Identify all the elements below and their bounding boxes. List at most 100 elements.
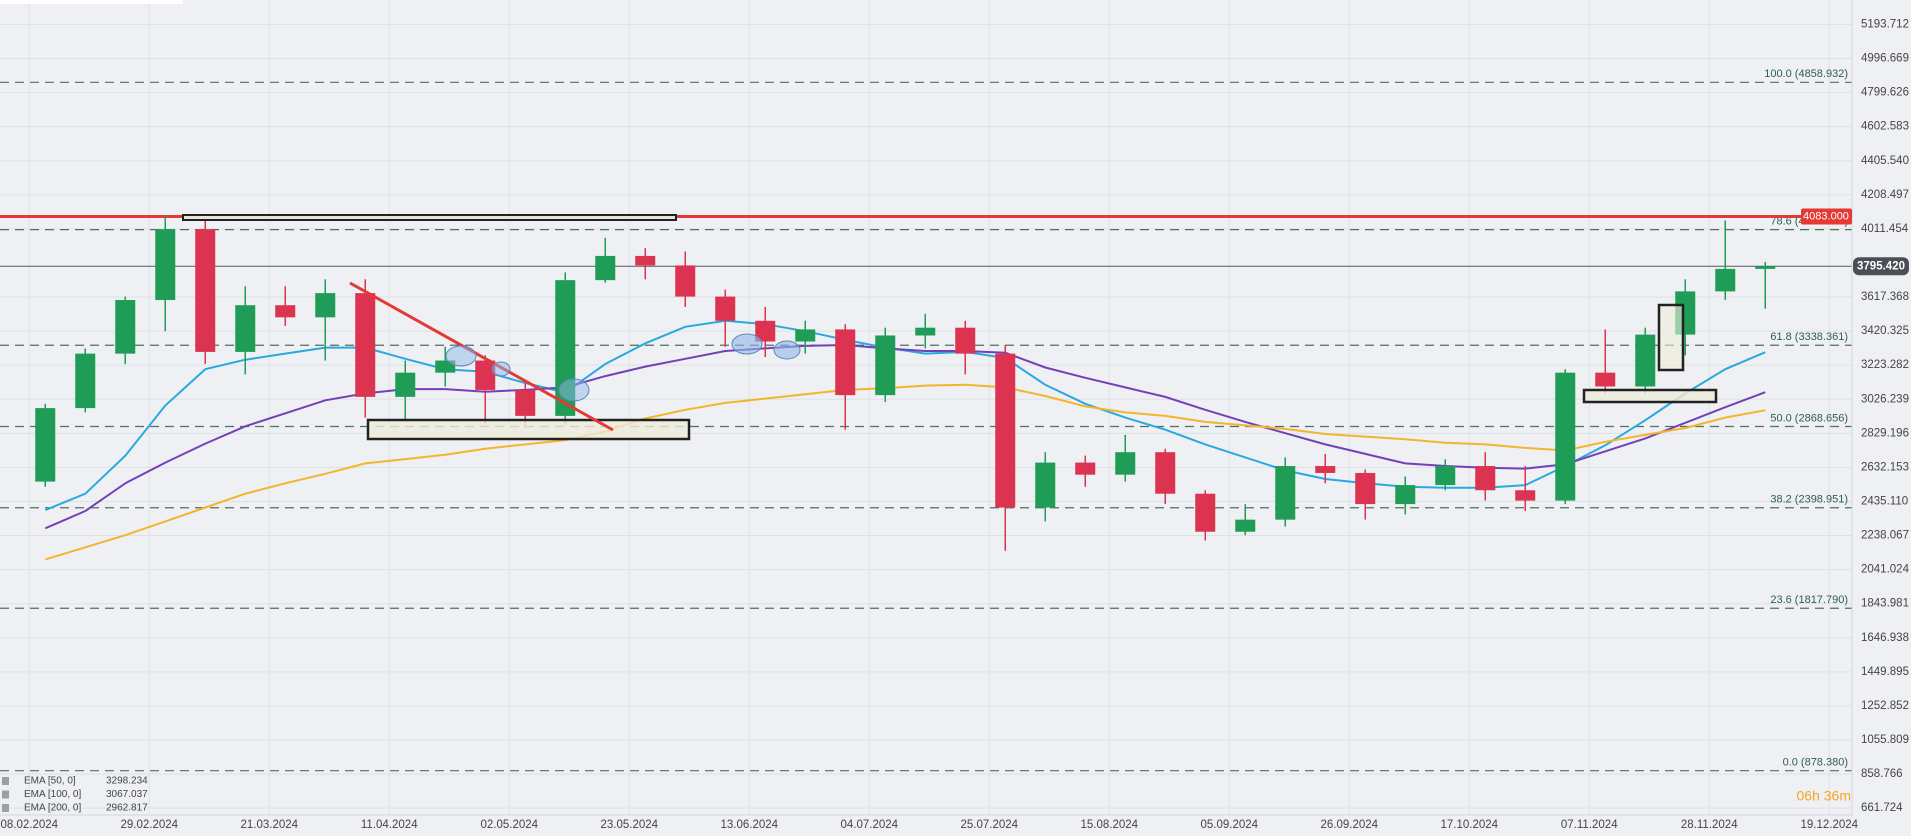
y-tick-label: 3223.282	[1861, 359, 1909, 371]
candle-body	[1635, 334, 1656, 387]
x-tick-label: 08.02.2024	[0, 819, 58, 831]
highlight	[491, 361, 511, 377]
y-tick-label: 3026.239	[1861, 393, 1909, 405]
candle-body	[715, 296, 736, 321]
candle-body	[1115, 452, 1136, 475]
y-tick-label: 2829.196	[1861, 427, 1909, 439]
trend-line	[349, 281, 614, 432]
candle-body	[35, 408, 56, 482]
legend-icon	[2, 790, 9, 799]
y-tick-label: 3617.368	[1861, 291, 1909, 303]
y-tick-label: 3420.325	[1861, 325, 1909, 337]
y-tick-label: 2238.067	[1861, 530, 1909, 542]
x-tick-label: 17.10.2024	[1440, 819, 1498, 831]
x-tick-label: 04.07.2024	[840, 819, 898, 831]
candle-body	[475, 360, 496, 390]
y-tick-label: 2435.110	[1861, 495, 1908, 507]
candle-body	[1235, 519, 1256, 532]
candle-body	[835, 329, 856, 396]
y-tick-label: 4996.669	[1861, 53, 1909, 65]
highlight	[558, 378, 590, 402]
y-tick-label: 1646.938	[1861, 632, 1909, 644]
legend-value: 3067.037	[106, 789, 148, 800]
candle-body	[1355, 472, 1376, 505]
x-tick-label: 02.05.2024	[480, 819, 538, 831]
fib-label: 38.2 (2398.951)	[1770, 494, 1848, 506]
x-tick-label: 23.05.2024	[600, 819, 658, 831]
x-tick-label: 13.06.2024	[720, 819, 778, 831]
x-tick-label: 15.08.2024	[1080, 819, 1138, 831]
y-tick-label: 4011.454	[1861, 223, 1909, 235]
candle-body	[1755, 266, 1776, 269]
candle-body	[1195, 493, 1216, 532]
fib-label: 23.6 (1817.790)	[1770, 594, 1848, 606]
candle-body	[1515, 490, 1536, 501]
legend-value: 2962.817	[106, 803, 148, 814]
candle-body	[435, 360, 456, 373]
x-tick-label: 19.12.2024	[1800, 819, 1858, 831]
candle-body	[595, 255, 616, 281]
legend-value: 3298.234	[106, 776, 148, 787]
candle-body	[1075, 462, 1096, 475]
fib-label: 0.0 (878.380)	[1783, 757, 1848, 769]
candle-body	[755, 320, 776, 342]
candle-body	[795, 329, 816, 342]
y-tick-label: 4405.540	[1861, 155, 1909, 167]
x-tick-label: 21.03.2024	[240, 819, 298, 831]
candle-body	[235, 305, 256, 352]
x-tick-label: 11.04.2024	[361, 819, 418, 831]
candle-body	[155, 229, 176, 301]
y-tick-label: 1843.981	[1861, 598, 1909, 610]
fib-label: 100.0 (4858.932)	[1764, 68, 1848, 80]
candle-body	[1275, 466, 1296, 520]
last-price-tag	[1853, 257, 1909, 276]
fib-label: 50.0 (2868.656)	[1770, 412, 1848, 424]
candle-body	[635, 255, 656, 266]
y-tick-label: 2632.153	[1861, 461, 1909, 473]
candle-body	[1435, 466, 1456, 486]
candle-body	[1555, 372, 1576, 501]
y-tick-label: 661.724	[1861, 802, 1903, 814]
legend: EMA [50, 0] 3298.234 EMA [100, 0] 3067.037 E…	[2, 776, 148, 814]
x-tick-label: 26.09.2024	[1320, 819, 1378, 831]
candle-body	[1155, 452, 1176, 494]
candle-body	[115, 300, 136, 354]
grid	[0, 0, 1852, 815]
y-tick-label: 858.766	[1861, 768, 1903, 780]
x-tick-label: 28.11.2024	[1681, 819, 1738, 831]
candle-body	[1395, 485, 1416, 505]
x-tick-label: 05.09.2024	[1200, 819, 1258, 831]
y-tick-label: 4602.583	[1861, 121, 1909, 133]
legend-icon	[2, 804, 9, 812]
y-tick-label: 1055.809	[1861, 734, 1909, 746]
candle-body	[1315, 466, 1336, 473]
resistance-label: 4083.000	[1803, 210, 1849, 222]
candle-body	[875, 335, 896, 396]
last-price-label: 3795.420	[1857, 260, 1905, 272]
resistance-tag	[1801, 208, 1852, 225]
y-tick-label: 1449.895	[1861, 666, 1909, 678]
countdown: 06h 36m	[1797, 788, 1851, 804]
range-box	[1582, 388, 1718, 404]
range-box	[182, 214, 677, 221]
legend-name: EMA [100, 0]	[24, 789, 81, 800]
candle-body	[1595, 372, 1616, 387]
candle-body	[915, 327, 936, 336]
x-tick-label: 25.07.2024	[960, 819, 1018, 831]
candle-body	[955, 327, 976, 354]
candles	[35, 216, 1776, 551]
candle-body	[395, 372, 416, 397]
ema-line	[45, 383, 1766, 561]
y-tick-label: 4799.626	[1861, 87, 1909, 99]
toolbar-stub	[0, 0, 183, 4]
y-tick-label: 1252.852	[1861, 700, 1909, 712]
candle-body	[675, 265, 696, 297]
candle-body	[1475, 466, 1496, 491]
candle-body	[1035, 462, 1056, 508]
candle-body	[315, 293, 336, 318]
y-tick-label: 2041.024	[1861, 564, 1910, 576]
legend-icon	[2, 777, 9, 785]
candle-body	[995, 353, 1016, 508]
candle-body	[195, 229, 216, 352]
